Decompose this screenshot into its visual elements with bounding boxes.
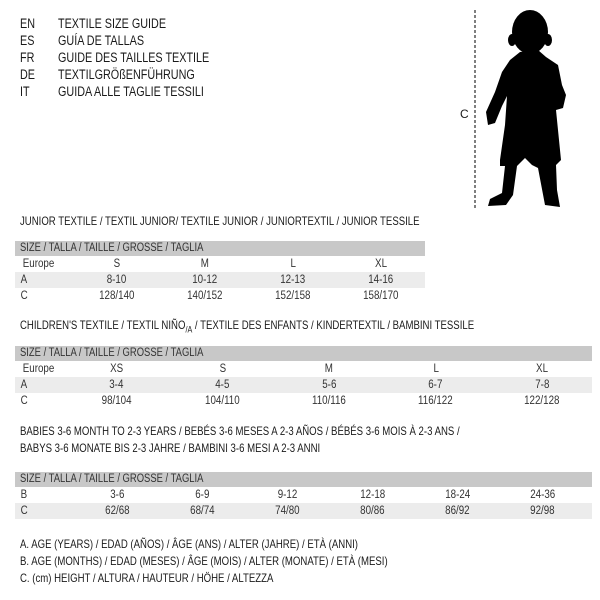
legend-b: B. AGE (MONTHS) / EDAD (MESES) / ÂGE (MO… xyxy=(20,554,388,568)
table-cell: 140/152 xyxy=(187,290,223,302)
table-row: Europe S M L XL xyxy=(15,256,425,272)
table-cell: S xyxy=(113,258,121,270)
language-code: EN xyxy=(20,16,36,31)
size-header-label: SIZE / TALLA / TAILLE / GRÖSSE / TAGLIA xyxy=(20,347,204,359)
table-cell: 3-6 xyxy=(110,489,125,501)
table-cell: 24-36 xyxy=(529,489,555,501)
table-cell: 12-13 xyxy=(280,274,306,286)
table-cell: 74/80 xyxy=(275,505,300,517)
table-row: C 128/140 140/152 152/158 158/170 xyxy=(15,288,425,304)
table-row: Europe XS S M L XL xyxy=(15,361,592,377)
table-cell: XS xyxy=(109,363,123,375)
language-code: DE xyxy=(20,67,36,82)
table-cell: 152/158 xyxy=(275,290,311,302)
language-code: ES xyxy=(20,33,35,48)
size-header-row: SIZE / TALLA / TAILLE / GRÖSSE / TAGLIA xyxy=(15,346,592,361)
junior-title: JUNIOR TEXTILE / TEXTIL JUNIOR/ TEXTILE … xyxy=(20,214,420,228)
table-cell: L xyxy=(433,363,439,375)
table-cell: 6-7 xyxy=(428,379,443,391)
table-cell: M xyxy=(325,363,334,375)
children-title: CHILDREN'S TEXTILE / TEXTIL NIÑO/A / TEX… xyxy=(20,318,475,335)
table-row: C 98/104 104/110 110/116 116/122 122/128 xyxy=(15,393,592,409)
table-cell: 158/170 xyxy=(363,290,399,302)
row-label: C xyxy=(20,395,28,407)
table-cell: L xyxy=(290,258,296,270)
table-cell: 68/74 xyxy=(190,505,215,517)
table-cell: 116/122 xyxy=(418,395,454,407)
table-cell: 7-8 xyxy=(535,379,550,391)
row-label: Europe xyxy=(22,363,55,375)
row-label: C xyxy=(20,290,28,302)
table-row: B 3-6 6-9 9-12 12-18 18-24 24-36 xyxy=(15,487,592,503)
measure-label-c: C xyxy=(460,107,469,121)
table-row: C 62/68 68/74 74/80 80/86 86/92 92/98 xyxy=(15,503,592,519)
table-cell: 14-16 xyxy=(368,274,394,286)
row-label: A xyxy=(20,379,28,391)
table-cell: 122/128 xyxy=(524,395,560,407)
row-label: B xyxy=(20,489,28,501)
table-cell: 110/116 xyxy=(312,395,347,407)
babies-size-table: SIZE / TALLA / TAILLE / GRÖSSE / TAGLIA B… xyxy=(15,472,592,519)
table-cell: S xyxy=(219,363,227,375)
table-cell: 128/140 xyxy=(99,290,135,302)
language-title: GUIDE DES TAILLES TEXTILE xyxy=(58,50,210,65)
table-cell: 6-9 xyxy=(195,489,210,501)
table-row: A 8-10 10-12 12-13 14-16 xyxy=(15,272,425,288)
language-code: FR xyxy=(20,50,35,65)
legend-c: C. (cm) HEIGHT / ALTURA / HAUTEUR / HÖHE… xyxy=(20,571,274,585)
table-cell: 104/110 xyxy=(205,395,241,407)
row-label: C xyxy=(20,505,28,517)
table-cell: 62/68 xyxy=(105,505,130,517)
table-cell: 3-4 xyxy=(109,379,124,391)
table-cell: 86/92 xyxy=(445,505,470,517)
row-label: A xyxy=(20,274,28,286)
legend-a: A. AGE (YEARS) / EDAD (AÑOS) / ÂGE (ANS)… xyxy=(20,537,359,551)
junior-size-table: SIZE / TALLA / TAILLE / GRÖSSE / TAGLIA E… xyxy=(15,241,425,304)
language-title: GUÍA DE TALLAS xyxy=(58,33,145,48)
table-cell: 18-24 xyxy=(444,489,470,501)
child-silhouette-icon xyxy=(474,10,566,208)
babies-title-line1: BABIES 3-6 MONTH TO 2-3 YEARS / BEBÉS 3-… xyxy=(20,424,460,438)
babies-title-line2: BABYS 3-6 MONATE BIS 2-3 JAHRE / BAMBINI… xyxy=(20,441,321,455)
language-title: TEXTILE SIZE GUIDE xyxy=(58,16,167,31)
table-cell: 92/98 xyxy=(530,505,555,517)
language-code: IT xyxy=(20,84,30,99)
table-cell: 4-5 xyxy=(215,379,230,391)
size-header-row: SIZE / TALLA / TAILLE / GRÖSSE / TAGLIA xyxy=(15,472,592,487)
table-cell: 12-18 xyxy=(359,489,385,501)
row-label: Europe xyxy=(22,258,55,270)
table-cell: XL xyxy=(375,258,387,270)
table-cell: 98/104 xyxy=(101,395,132,407)
language-title: TEXTILGRÖßENFÜHRUNG xyxy=(58,67,195,82)
size-header-label: SIZE / TALLA / TAILLE / GRÖSSE / TAGLIA xyxy=(20,473,204,485)
table-cell: 5-6 xyxy=(322,379,337,391)
table-cell: 8-10 xyxy=(107,274,127,286)
table-row: A 3-4 4-5 5-6 6-7 7-8 xyxy=(15,377,592,393)
language-title: GUIDA ALLE TAGLIE TESSILI xyxy=(58,84,204,99)
table-cell: 9-12 xyxy=(277,489,298,501)
size-header-label: SIZE / TALLA / TAILLE / GRÖSSE / TAGLIA xyxy=(20,242,204,254)
table-cell: M xyxy=(200,258,210,270)
children-size-table: SIZE / TALLA / TAILLE / GRÖSSE / TAGLIA E… xyxy=(15,346,592,409)
size-header-row: SIZE / TALLA / TAILLE / GRÖSSE / TAGLIA xyxy=(15,241,425,256)
table-cell: XL xyxy=(536,363,549,375)
table-cell: 10-12 xyxy=(192,274,218,286)
table-cell: 80/86 xyxy=(360,505,385,517)
